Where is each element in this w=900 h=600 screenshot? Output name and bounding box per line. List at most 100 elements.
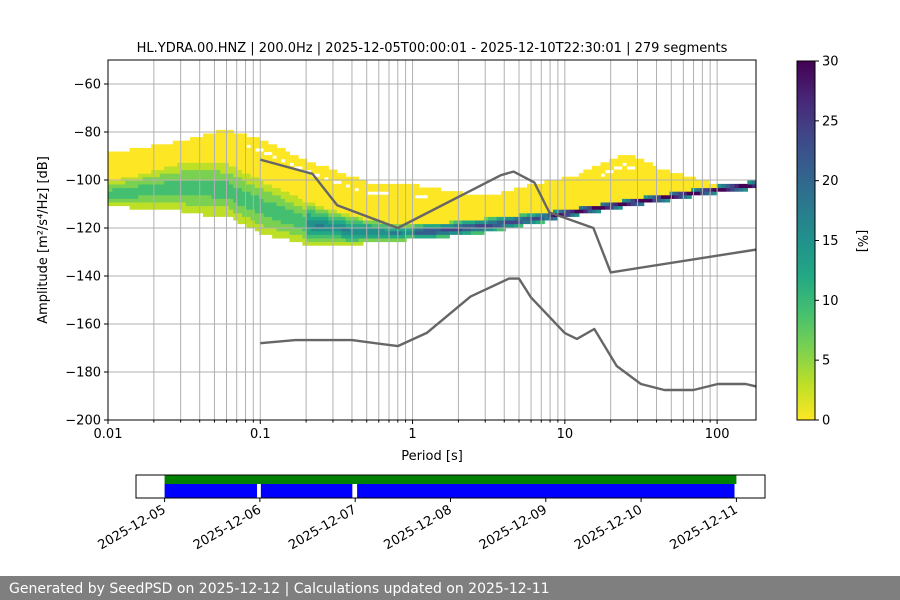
density-cell bbox=[207, 147, 213, 153]
density-cell bbox=[332, 241, 338, 246]
density-cell bbox=[466, 227, 472, 232]
density-cell bbox=[578, 194, 584, 199]
density-cell bbox=[216, 158, 221, 163]
density-cell bbox=[591, 194, 597, 199]
density-cell bbox=[457, 216, 463, 221]
density-cell bbox=[341, 180, 347, 185]
density-cell bbox=[263, 173, 269, 178]
y-axis-ticks: −60−80−100−120−140−160−180−200 bbox=[65, 78, 108, 429]
density-cell bbox=[419, 205, 424, 210]
density-cell bbox=[241, 158, 247, 163]
density-cell bbox=[578, 187, 584, 192]
density-cell bbox=[155, 205, 161, 210]
density-cell bbox=[216, 191, 221, 196]
density-cell bbox=[488, 201, 494, 207]
density-cell bbox=[228, 165, 234, 171]
density-cell bbox=[289, 194, 295, 199]
density-cell bbox=[626, 180, 632, 185]
density-cell bbox=[522, 191, 528, 196]
density-cell bbox=[397, 230, 403, 235]
density-cell bbox=[414, 201, 420, 207]
density-cell bbox=[116, 169, 122, 174]
density-cell bbox=[272, 216, 278, 221]
density-cell bbox=[565, 209, 571, 214]
density-cell bbox=[315, 223, 321, 228]
density-cell bbox=[609, 205, 615, 210]
density-cell bbox=[207, 173, 213, 178]
density-cell bbox=[155, 158, 161, 163]
density-cell bbox=[401, 212, 407, 217]
density-cell bbox=[112, 173, 118, 178]
density-cell bbox=[552, 216, 558, 221]
density-cell bbox=[436, 212, 442, 217]
density-cell bbox=[470, 209, 476, 214]
density-cell bbox=[319, 227, 325, 232]
density-cell bbox=[419, 219, 424, 225]
x-tick-label: 1 bbox=[408, 427, 416, 442]
density-cell bbox=[289, 216, 295, 221]
density-cell bbox=[267, 183, 273, 189]
density-cell bbox=[427, 219, 433, 225]
density-cell bbox=[643, 176, 649, 181]
density-cell bbox=[462, 230, 468, 235]
density-cell bbox=[203, 176, 208, 181]
density-cell bbox=[306, 230, 312, 235]
density-cell bbox=[159, 198, 165, 203]
density-cell bbox=[358, 237, 364, 243]
density-cell bbox=[436, 219, 442, 225]
density-cell bbox=[630, 162, 636, 167]
density-cell bbox=[207, 209, 213, 214]
density-cell bbox=[574, 205, 580, 210]
density-cell bbox=[155, 194, 161, 199]
density-cell bbox=[190, 194, 195, 199]
density-cell bbox=[518, 212, 524, 217]
density-cell bbox=[125, 191, 131, 196]
density-cell bbox=[652, 198, 658, 203]
density-cell bbox=[246, 169, 252, 174]
density-cell bbox=[388, 230, 394, 235]
density-cell bbox=[600, 162, 606, 167]
density-cell bbox=[324, 183, 329, 189]
density-cell bbox=[540, 209, 545, 214]
density-cell bbox=[561, 205, 567, 210]
density-cell bbox=[228, 198, 234, 203]
colorbar-tick-label: 10 bbox=[822, 294, 839, 309]
availability-date-label: 2025-12-05 bbox=[96, 502, 169, 553]
density-cell bbox=[475, 198, 481, 203]
density-cell bbox=[738, 183, 744, 189]
density-cell bbox=[133, 187, 139, 192]
density-cell bbox=[401, 201, 407, 207]
density-cell bbox=[254, 205, 260, 210]
density-cell bbox=[470, 227, 476, 232]
density-cell bbox=[138, 176, 144, 181]
density-cell bbox=[190, 183, 195, 189]
density-cell bbox=[146, 176, 152, 181]
density-cell bbox=[108, 191, 113, 196]
density-cell bbox=[548, 180, 554, 185]
density-cell bbox=[406, 198, 411, 203]
density-cell bbox=[380, 205, 386, 210]
density-cell bbox=[185, 173, 191, 178]
density-cell bbox=[228, 209, 234, 214]
density-cell bbox=[483, 212, 489, 217]
density-cell bbox=[194, 165, 200, 171]
density-cell bbox=[341, 173, 347, 178]
density-cell bbox=[272, 227, 278, 232]
density-cell bbox=[505, 201, 511, 207]
density-cell bbox=[509, 209, 515, 214]
density-cell bbox=[272, 144, 278, 149]
density-cell bbox=[721, 183, 727, 189]
density-cell bbox=[578, 173, 584, 178]
density-cell bbox=[298, 191, 303, 196]
density-cell bbox=[570, 183, 576, 189]
density-cell bbox=[362, 205, 368, 210]
density-cell bbox=[371, 209, 377, 214]
density-cell bbox=[129, 198, 135, 203]
density-cell bbox=[289, 173, 295, 178]
density-cell bbox=[267, 194, 273, 199]
density-cell bbox=[570, 205, 576, 210]
density-cell bbox=[488, 198, 494, 203]
density-cell bbox=[246, 162, 252, 167]
density-cell bbox=[479, 212, 485, 217]
